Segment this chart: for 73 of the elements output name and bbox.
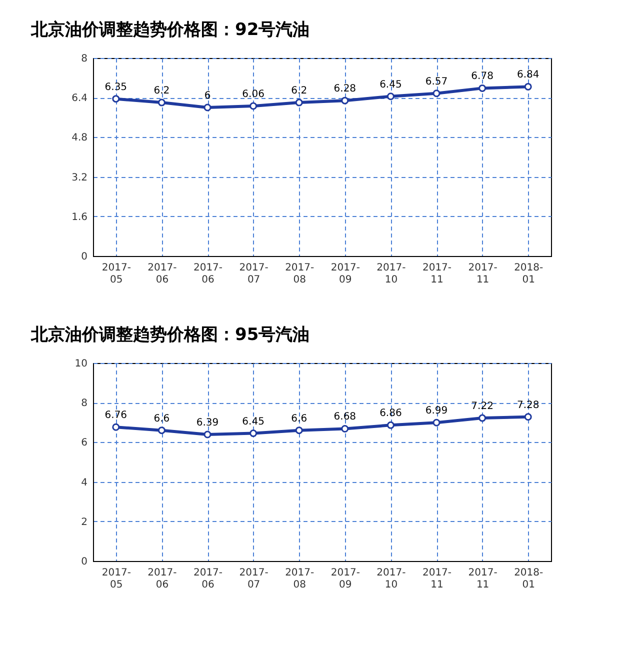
data-label: 6.2 bbox=[154, 86, 170, 97]
y-tick-label: 8 bbox=[81, 398, 88, 410]
x-tick-label: 2017-05 bbox=[102, 262, 132, 286]
y-tick-label: 3.2 bbox=[72, 172, 88, 184]
x-tick-label: 2017-11 bbox=[422, 568, 452, 590]
x-tick-label: 2017-09 bbox=[330, 568, 360, 590]
data-label: 6.6 bbox=[154, 413, 170, 424]
point bbox=[158, 98, 166, 106]
point bbox=[341, 424, 349, 432]
data-label: 6.35 bbox=[104, 82, 128, 93]
point bbox=[295, 426, 303, 434]
point bbox=[204, 104, 212, 112]
point bbox=[524, 82, 532, 90]
x-tick-label: 2017-07 bbox=[239, 568, 269, 590]
data-label: 6.86 bbox=[380, 408, 402, 420]
chart-title: 北京油价调整趋势价格图：92号汽油 bbox=[30, 20, 310, 40]
data-label: 7.22 bbox=[471, 401, 494, 412]
x-tick-label: 2017-09 bbox=[330, 262, 360, 286]
y-tick-label: 1.6 bbox=[72, 212, 88, 223]
point bbox=[158, 426, 166, 434]
data-label: 6.45 bbox=[380, 79, 402, 90]
point bbox=[478, 84, 486, 92]
point bbox=[250, 430, 258, 438]
y-tick-label: 6.4 bbox=[72, 93, 88, 104]
data-label: 6.45 bbox=[242, 416, 264, 428]
point bbox=[386, 421, 394, 429]
y-tick-label: 0 bbox=[81, 252, 88, 262]
x-tick-label: 2017-06 bbox=[148, 568, 178, 590]
y-tick-label: 0 bbox=[81, 556, 88, 568]
data-label: 6.28 bbox=[334, 84, 356, 95]
data-label: 6.68 bbox=[334, 412, 356, 423]
data-label: 6.99 bbox=[425, 406, 448, 417]
x-tick-label: 2017-06 bbox=[193, 262, 223, 286]
data-label: 6.2 bbox=[291, 86, 308, 97]
point bbox=[478, 414, 486, 422]
data-label: 6.39 bbox=[196, 417, 219, 428]
data-label: 7.28 bbox=[516, 400, 540, 411]
x-tick-label: 2017-11 bbox=[468, 568, 498, 590]
y-tick-label: 10 bbox=[74, 358, 88, 370]
point bbox=[112, 423, 120, 431]
x-tick-label: 2017-08 bbox=[285, 568, 315, 590]
point bbox=[295, 98, 303, 106]
x-tick-label: 2018-01 bbox=[514, 262, 544, 286]
point bbox=[250, 102, 258, 110]
x-tick-label: 2017-06 bbox=[148, 262, 178, 286]
y-tick-label: 2 bbox=[81, 516, 88, 528]
data-label: 6.06 bbox=[242, 89, 264, 100]
point bbox=[112, 95, 120, 103]
point bbox=[524, 413, 532, 421]
y-tick-label: 6 bbox=[81, 438, 88, 449]
x-tick-label: 2017-07 bbox=[239, 262, 269, 286]
point bbox=[341, 96, 349, 104]
point bbox=[386, 92, 394, 100]
data-label: 6.84 bbox=[516, 70, 540, 81]
point bbox=[204, 430, 212, 438]
data-label: 6.78 bbox=[471, 71, 494, 82]
x-tick-label: 2017-11 bbox=[468, 262, 498, 286]
y-tick-label: 4.8 bbox=[72, 132, 88, 144]
x-tick-label: 2017-10 bbox=[376, 568, 406, 590]
data-label: 6.57 bbox=[425, 76, 448, 88]
data-label: 6.76 bbox=[104, 410, 128, 422]
y-tick-label: 8 bbox=[81, 54, 88, 64]
x-tick-label: 2017-11 bbox=[422, 262, 452, 286]
point bbox=[432, 418, 440, 426]
chart-title: 北京油价调整趋势价格图：95号汽油 bbox=[30, 325, 310, 345]
x-tick-label: 2017-10 bbox=[376, 262, 406, 286]
data-label: 6.6 bbox=[291, 413, 308, 424]
point bbox=[432, 90, 440, 98]
x-tick-label: 2017-05 bbox=[102, 568, 132, 590]
x-tick-label: 2017-08 bbox=[285, 262, 315, 286]
y-tick-label: 4 bbox=[81, 477, 88, 488]
x-tick-label: 2017-06 bbox=[193, 568, 223, 590]
x-tick-label: 2018-01 bbox=[514, 568, 544, 590]
